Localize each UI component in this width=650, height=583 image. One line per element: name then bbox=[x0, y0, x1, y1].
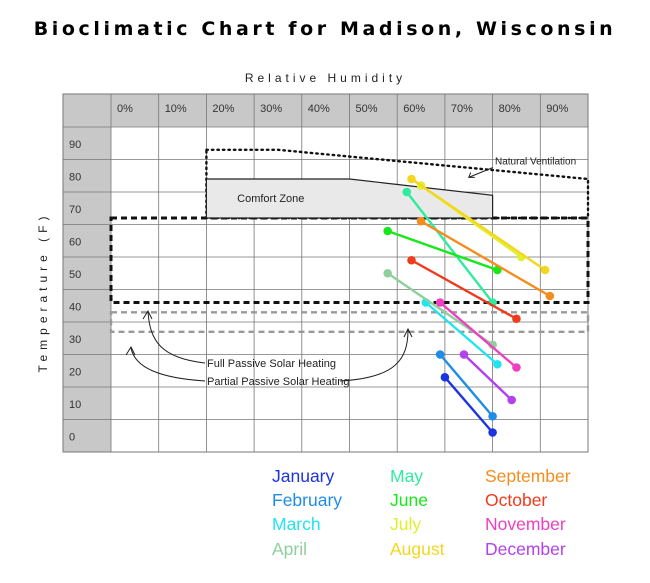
point-june bbox=[383, 226, 392, 236]
point-november bbox=[512, 363, 521, 372]
x-tick-label: 20% bbox=[212, 103, 234, 115]
legend-item-january: January bbox=[272, 466, 335, 486]
arrowhead bbox=[403, 327, 413, 338]
point-august bbox=[540, 265, 550, 275]
y-tick-label: 40 bbox=[69, 302, 81, 314]
y-tick-label: 30 bbox=[69, 334, 81, 346]
x-tick-label: 80% bbox=[499, 103, 521, 115]
annotation-partial-passive: Partial Passive Solar Heating bbox=[207, 376, 349, 388]
point-march bbox=[493, 359, 502, 369]
zone-full-passive-solar-heating bbox=[109, 216, 590, 304]
point-october bbox=[407, 255, 416, 265]
y-tick-label: 50 bbox=[69, 269, 81, 281]
arrowhead bbox=[142, 309, 153, 320]
annotation-arrow bbox=[130, 347, 206, 382]
x-tick-label: 70% bbox=[451, 103, 473, 115]
y-tick-label: 70 bbox=[69, 204, 81, 216]
legend-item-may: May bbox=[390, 466, 424, 486]
series-line-january bbox=[443, 376, 494, 434]
y-tick-label: 0 bbox=[69, 432, 75, 444]
x-tick-label: 30% bbox=[260, 103, 282, 115]
y-tick-label: 20 bbox=[69, 367, 81, 379]
arrowhead bbox=[125, 345, 136, 356]
legend-item-july: July bbox=[390, 514, 422, 534]
series-line-may bbox=[405, 191, 494, 304]
point-february bbox=[435, 350, 445, 359]
x-tick-label: 0% bbox=[117, 103, 133, 115]
point-september bbox=[545, 291, 555, 301]
annotation-comfort-zone: Comfort Zone bbox=[237, 193, 304, 205]
annotation-natural-ventilation: Natural Ventilation bbox=[495, 156, 576, 167]
point-january bbox=[440, 372, 450, 382]
series-line-october bbox=[410, 259, 518, 320]
legend-item-august: August bbox=[390, 539, 445, 559]
arrowhead bbox=[468, 172, 475, 178]
legend-item-september: September bbox=[485, 466, 571, 486]
chart-title: Bioclimatic Chart for Madison, Wisconsin bbox=[33, 18, 617, 40]
series-line-december bbox=[463, 353, 513, 401]
point-october bbox=[512, 314, 521, 324]
point-january bbox=[488, 428, 497, 437]
point-december bbox=[459, 350, 469, 359]
header-band bbox=[63, 94, 588, 127]
series-layer bbox=[383, 174, 555, 437]
x-axis-label: Relative Humidity bbox=[244, 71, 407, 85]
annotation-arrow bbox=[147, 311, 206, 364]
legend-item-october: October bbox=[485, 490, 548, 510]
point-february bbox=[488, 411, 497, 421]
annotation-arrow bbox=[339, 329, 409, 382]
annotation-arrow bbox=[468, 167, 493, 178]
series-line-february bbox=[439, 353, 494, 418]
x-tick-label: 90% bbox=[546, 103, 568, 115]
point-september bbox=[416, 216, 426, 226]
y-tick-label: 60 bbox=[69, 237, 81, 249]
series-line-november bbox=[439, 301, 518, 369]
annotation-full-passive: Full Passive Solar Heating bbox=[207, 358, 336, 370]
y-tick-label: 80 bbox=[69, 172, 81, 184]
point-april bbox=[383, 268, 392, 278]
legend-item-april: April bbox=[272, 539, 308, 559]
point-december bbox=[507, 395, 516, 405]
series-line-september bbox=[420, 220, 551, 298]
series-line-march bbox=[425, 301, 499, 366]
x-tick-label: 40% bbox=[308, 103, 330, 115]
series-line-june bbox=[387, 229, 498, 272]
x-tick-label: 60% bbox=[403, 103, 425, 115]
annotations-layer: Comfort Zone Natural Ventilation Full Pass… bbox=[125, 156, 576, 388]
legend-item-june: June bbox=[390, 490, 428, 510]
legend-item-december: December bbox=[485, 539, 566, 559]
series-line-august bbox=[410, 178, 546, 271]
legend-item-february: February bbox=[272, 490, 343, 510]
y-tick-label: 90 bbox=[69, 139, 81, 151]
point-november bbox=[435, 298, 445, 307]
point-may bbox=[402, 187, 412, 197]
zone-partial-passive-solar-heating bbox=[109, 311, 590, 333]
point-august bbox=[407, 174, 416, 184]
legend-item-november: November bbox=[485, 514, 566, 534]
legend-item-march: March bbox=[272, 514, 321, 534]
x-tick-label: 10% bbox=[165, 103, 187, 115]
y-tick-label: 10 bbox=[69, 399, 81, 411]
x-tick-label: 50% bbox=[356, 103, 378, 115]
